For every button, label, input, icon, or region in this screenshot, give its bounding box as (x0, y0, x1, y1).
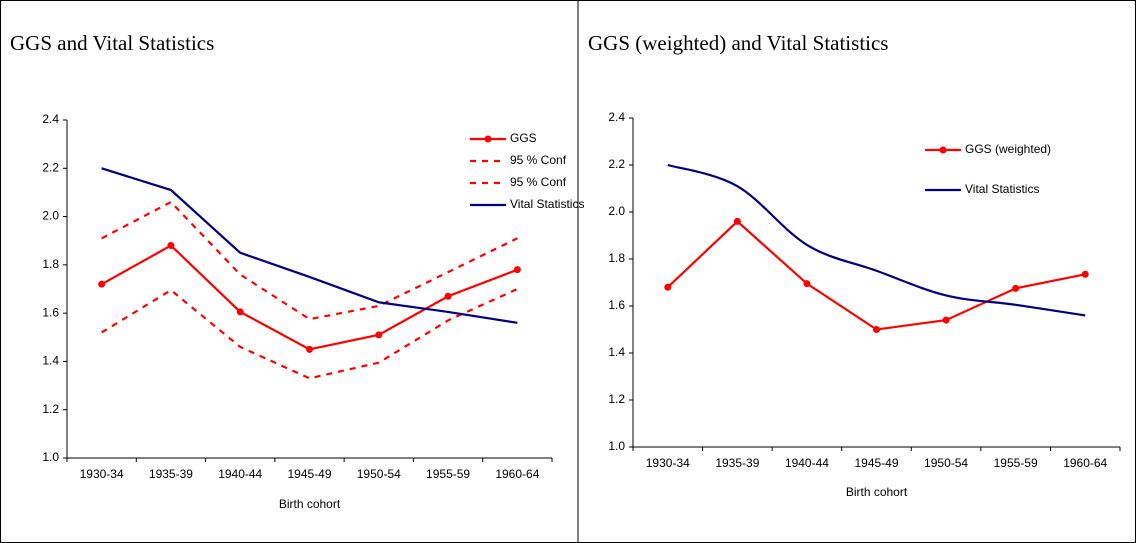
y-tick-label: 2.0 (42, 209, 59, 223)
x-tick-label: 1945-49 (287, 467, 331, 481)
y-tick-label: 1.4 (608, 345, 625, 359)
point (873, 326, 880, 333)
chart-title: GGS (weighted) and Vital Statistics (588, 31, 888, 55)
x-tick-label: 1930-34 (80, 467, 124, 481)
x-tick-label: 1930-34 (646, 456, 690, 470)
legend-label: GGS (510, 131, 537, 145)
y-tick-label: 2.4 (608, 110, 625, 124)
series-line (667, 163, 1086, 317)
y-tick-label: 1.2 (42, 402, 59, 416)
y-tick-label: 1.6 (42, 305, 59, 319)
series-line (101, 200, 518, 321)
legend-marker (939, 146, 947, 154)
point (375, 331, 383, 339)
x-tick-label: 1945-49 (854, 456, 898, 470)
point (167, 242, 175, 250)
legend-marker (484, 135, 492, 143)
legend-label: 95 % Conf (510, 175, 567, 189)
legend-label: GGS (weighted) (965, 142, 1051, 156)
legend-label: Vital Statistics (965, 182, 1039, 196)
x-tick-label: 1955-59 (994, 456, 1038, 470)
series-line (667, 219, 1086, 331)
point (1081, 270, 1089, 278)
point (236, 308, 244, 316)
legend-label: Vital Statistics (510, 197, 584, 211)
y-tick-label: 1.4 (42, 354, 59, 368)
x-tick-label: 1935-39 (149, 467, 193, 481)
point (98, 280, 106, 288)
y-tick-label: 1.2 (608, 392, 625, 406)
point (306, 345, 313, 353)
point (733, 217, 741, 225)
point (513, 266, 521, 274)
x-axis-label: Birth cohort (846, 485, 908, 499)
legend-label: 95 % Conf (510, 153, 567, 167)
x-tick-label: 1955-59 (426, 467, 470, 481)
x-tick-label: 1960-64 (495, 467, 539, 481)
point (664, 283, 672, 291)
x-tick-label: 1950-54 (924, 456, 968, 470)
x-tick-label: 1950-54 (357, 467, 401, 481)
y-tick-label: 1.0 (608, 439, 625, 453)
x-tick-label: 1940-44 (218, 467, 262, 481)
point (444, 292, 452, 300)
y-tick-label: 1.8 (608, 251, 625, 265)
y-tick-label: 2.4 (42, 112, 59, 126)
y-tick-label: 2.0 (608, 204, 625, 218)
series-line (101, 244, 518, 351)
x-axis-label: Birth cohort (279, 497, 341, 511)
x-tick-label: 1960-64 (1063, 456, 1107, 470)
y-tick-label: 1.0 (42, 450, 59, 464)
series-line (101, 167, 518, 324)
y-tick-label: 1.6 (608, 298, 625, 312)
chart-title: GGS and Vital Statistics (10, 31, 214, 55)
y-tick-label: 2.2 (608, 157, 625, 171)
point (942, 316, 950, 324)
x-tick-label: 1935-39 (715, 456, 759, 470)
y-tick-label: 1.8 (42, 257, 59, 271)
point (1012, 284, 1020, 292)
series-line (101, 287, 518, 380)
x-tick-label: 1940-44 (785, 456, 829, 470)
y-tick-label: 2.2 (42, 160, 59, 174)
point (803, 280, 811, 288)
